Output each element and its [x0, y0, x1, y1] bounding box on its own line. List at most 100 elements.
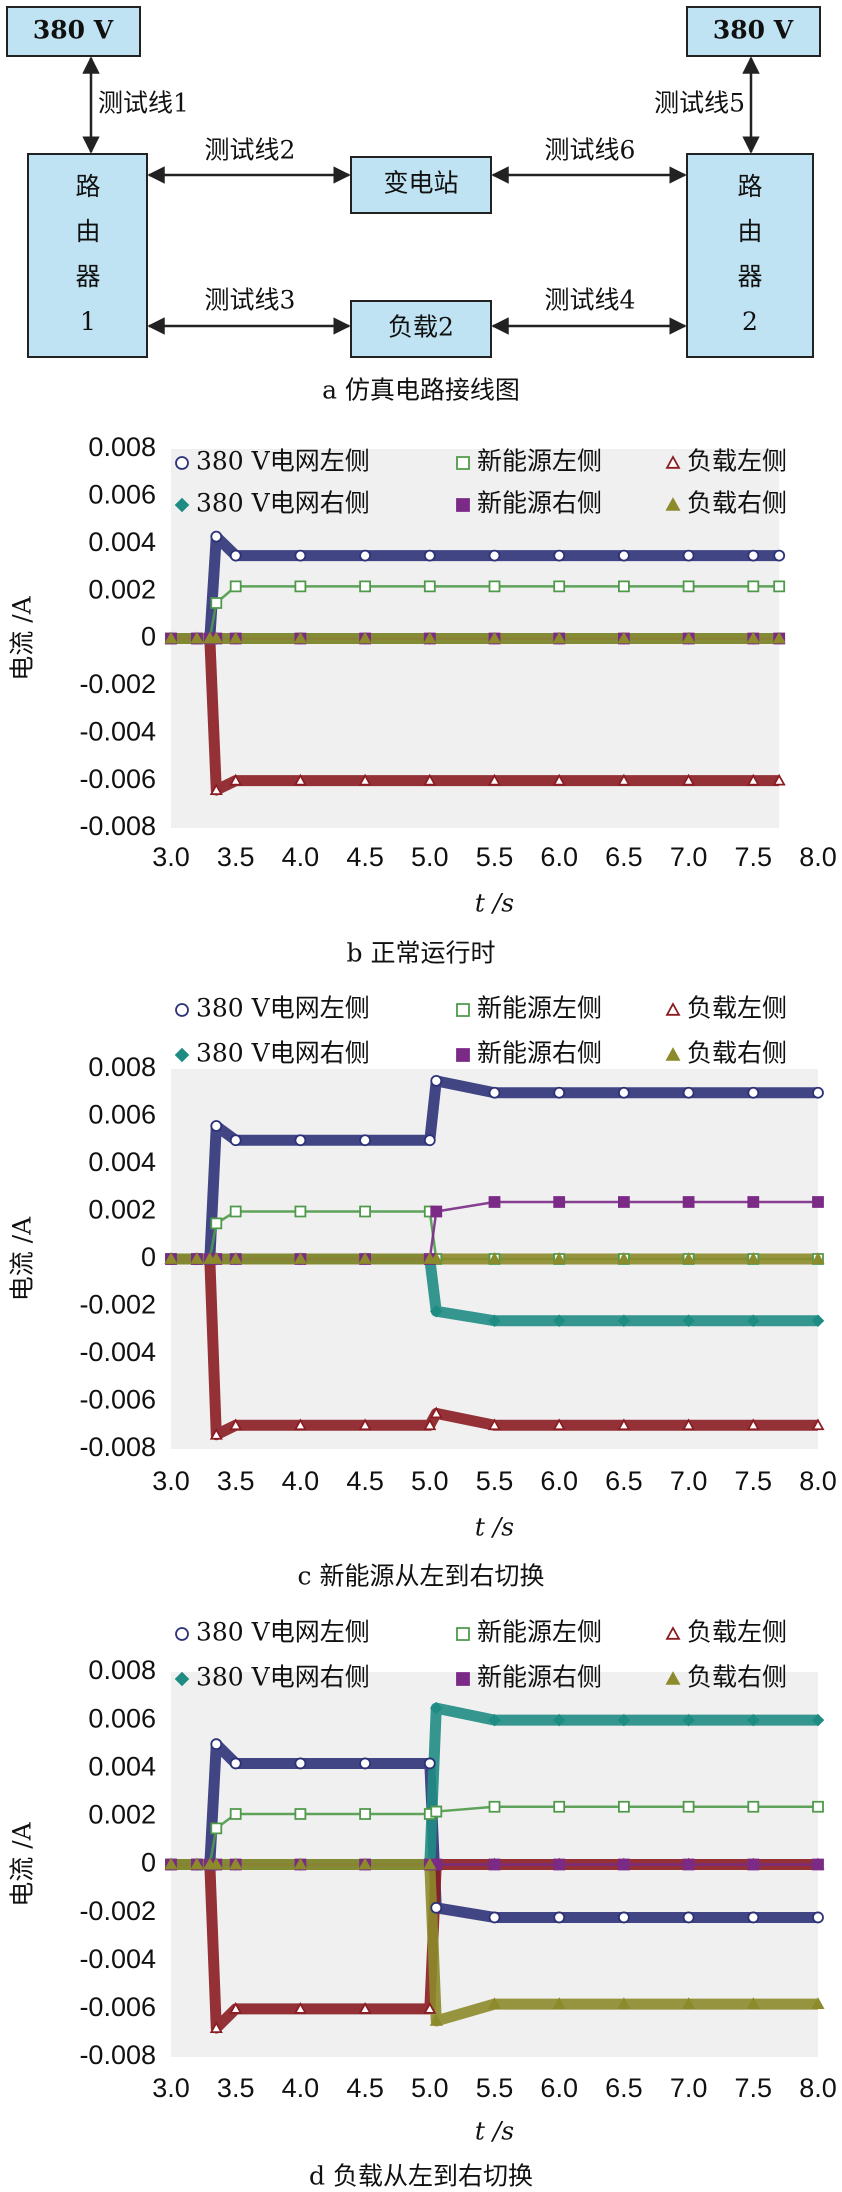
marker	[617, 1314, 631, 1328]
marker	[293, 1252, 307, 1264]
node-label: 380 V	[713, 16, 794, 45]
node-label: 变电站	[383, 169, 458, 198]
marker	[747, 1800, 760, 1813]
marker	[423, 631, 437, 644]
marker	[553, 1911, 566, 1924]
marker	[210, 1120, 223, 1132]
marker	[618, 1911, 630, 1924]
marker	[618, 580, 630, 593]
x-tick-label: 6.5	[605, 1466, 643, 1496]
marker	[665, 1671, 681, 1685]
marker	[552, 1252, 566, 1264]
marker	[210, 1217, 223, 1230]
marker	[487, 773, 502, 786]
y-axis-label: 电流 /A	[8, 1216, 37, 1301]
marker	[682, 1713, 695, 1727]
marker	[488, 1858, 501, 1871]
marker	[229, 631, 243, 644]
y-tick-label: 0.006	[88, 1100, 156, 1130]
marker	[682, 549, 695, 562]
legend-label: 负载右侧	[687, 489, 787, 518]
marker	[747, 1196, 760, 1208]
marker	[423, 1757, 436, 1770]
marker	[552, 631, 566, 644]
marker	[812, 1911, 824, 1924]
marker	[811, 1997, 825, 2009]
marker	[665, 455, 681, 469]
marker	[359, 1134, 372, 1147]
x-tick-label: 4.5	[346, 2073, 384, 2103]
marker	[811, 1314, 825, 1328]
box	[686, 153, 814, 358]
marker	[229, 2002, 243, 2014]
edge-label: 测试线4	[545, 286, 636, 315]
marker	[682, 631, 696, 644]
marker	[747, 1911, 760, 1924]
y-tick-label: -0.004	[79, 716, 156, 746]
marker	[359, 1757, 372, 1770]
marker	[487, 1997, 502, 2009]
legend-label: 380 V电网右侧	[196, 489, 370, 518]
marker	[190, 1857, 204, 1870]
marker	[552, 1314, 566, 1328]
marker	[665, 1626, 681, 1640]
marker	[552, 1997, 566, 2009]
marker	[293, 1857, 307, 1870]
marker	[552, 1418, 566, 1431]
marker	[210, 1738, 223, 1751]
legend-label: 新能源左侧	[477, 447, 602, 476]
marker	[190, 631, 204, 644]
y-tick-label: -0.008	[79, 2040, 156, 2070]
marker	[175, 456, 189, 470]
marker	[209, 1427, 223, 1440]
y-tick-label: -0.004	[79, 1337, 156, 1367]
marker	[423, 2002, 437, 2014]
marker	[682, 1086, 695, 1099]
y-tick-label: 0.004	[88, 1147, 156, 1177]
x-tick-label: 7.0	[670, 1466, 708, 1496]
marker	[617, 1713, 631, 1727]
x-tick-label: 8.0	[799, 842, 837, 872]
legend-label: 380 V电网左侧	[196, 1618, 370, 1647]
edge-label: 测试线3	[205, 286, 296, 315]
legend-label: 新能源右侧	[477, 489, 602, 518]
y-tick-label: 0.004	[88, 527, 156, 557]
marker	[174, 497, 190, 513]
x-tick-label: 8.0	[799, 1466, 837, 1496]
marker	[747, 549, 760, 562]
x-tick-label: 4.0	[282, 1466, 320, 1496]
marker	[618, 1858, 630, 1871]
marker	[209, 1857, 223, 1870]
x-tick-label: 4.0	[282, 842, 320, 872]
x-tick-label: 4.5	[346, 1466, 384, 1496]
chart: -0.008 -0.006 -0.004 -0.002 0 0.002 0.004 0.006…	[8, 994, 837, 1591]
marker	[618, 1086, 630, 1099]
x-tick-label: 5.0	[411, 2073, 449, 2103]
marker	[618, 1196, 630, 1208]
marker	[294, 549, 307, 562]
marker	[682, 1858, 695, 1871]
marker	[294, 580, 307, 593]
marker	[617, 773, 631, 786]
marker	[746, 1997, 760, 2009]
marker	[164, 1857, 178, 1870]
marker	[552, 1713, 566, 1727]
y-tick-label: 0	[141, 1848, 156, 1878]
y-tick-label: -0.008	[79, 1432, 156, 1462]
marker	[210, 1822, 223, 1835]
x-tick-label: 5.5	[476, 842, 514, 872]
marker	[229, 1757, 242, 1770]
y-axis-label: 电流 /A	[8, 1821, 37, 1906]
marker	[746, 1252, 760, 1264]
node-label: 负载2	[388, 313, 454, 342]
marker	[209, 2021, 223, 2034]
legend-label: 380 V电网右侧	[196, 1663, 370, 1692]
x-tick-label: 3.0	[152, 842, 190, 872]
marker	[430, 1074, 443, 1087]
marker	[811, 1252, 825, 1264]
legend-label: 新能源右侧	[477, 1039, 602, 1068]
marker	[423, 549, 436, 562]
marker	[812, 1196, 824, 1208]
node-label: 路由器 1	[75, 172, 100, 336]
box	[6, 6, 141, 57]
